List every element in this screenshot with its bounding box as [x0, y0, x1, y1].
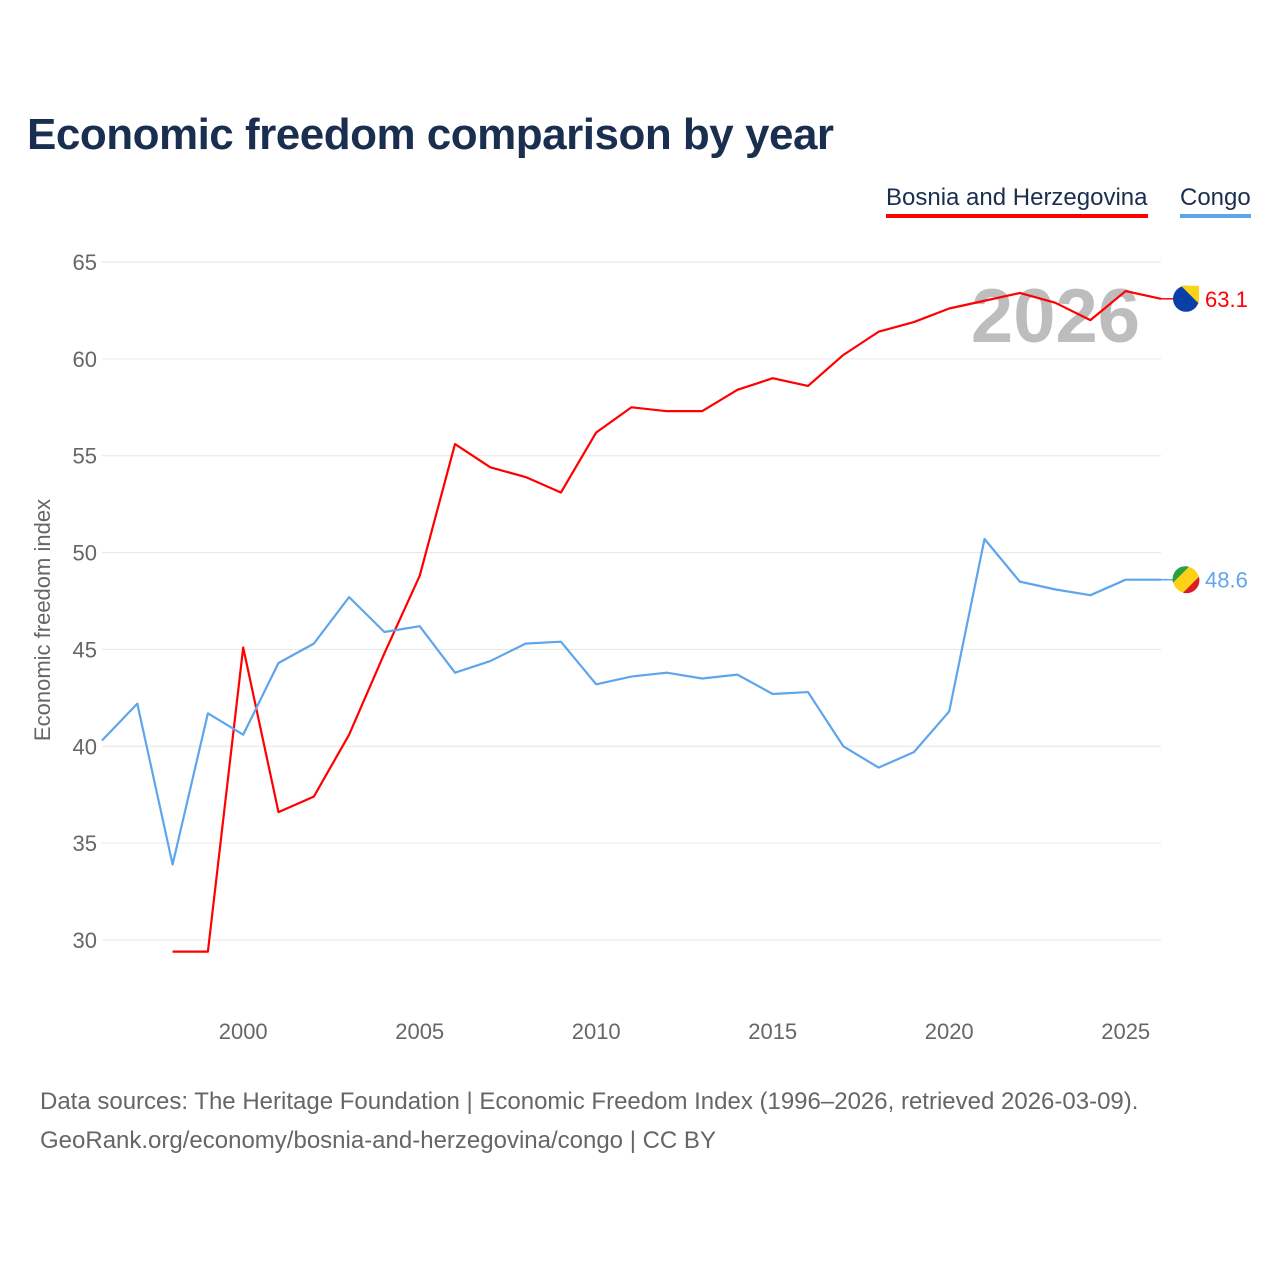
x-tick-label: 2010: [572, 1019, 621, 1044]
y-tick-label: 50: [73, 541, 97, 566]
series-line-congo: [101, 537, 1161, 866]
y-tick-label: 30: [73, 928, 97, 953]
source-url: GeoRank.org/economy/bosnia-and-herzegovi…: [40, 1127, 716, 1154]
y-tick-label: 65: [73, 250, 97, 275]
x-tick-label: 2025: [1101, 1019, 1150, 1044]
end-value-label: 48.6: [1205, 568, 1248, 593]
x-tick-label: 2000: [219, 1019, 268, 1044]
bosnia-flag-triangle: [1181, 285, 1199, 304]
x-tick-label: 2020: [925, 1019, 974, 1044]
y-tick-label: 35: [73, 831, 97, 856]
end-value-label: 63.1: [1205, 287, 1248, 312]
series-line-bosnia: [172, 289, 1162, 953]
legend-congo[interactable]: Congo: [1180, 184, 1251, 218]
y-tick-label: 40: [73, 734, 97, 759]
y-axis-label: Economic freedom index: [30, 499, 55, 741]
x-tick-label: 2015: [748, 1019, 797, 1044]
y-tick-label: 60: [73, 347, 97, 372]
source-note: Data sources: The Heritage Foundation | …: [40, 1088, 1139, 1115]
y-tick-label: 55: [73, 444, 97, 469]
year-watermark: 2026: [971, 274, 1140, 359]
congo-flag-red: [1183, 576, 1200, 594]
legend-bosnia[interactable]: Bosnia and Herzegovina: [886, 184, 1148, 218]
y-tick-label: 45: [73, 637, 97, 662]
chart-title: Economic freedom comparison by year: [27, 110, 834, 159]
x-tick-label: 2005: [395, 1019, 444, 1044]
congo-flag-green: [1172, 566, 1189, 583]
